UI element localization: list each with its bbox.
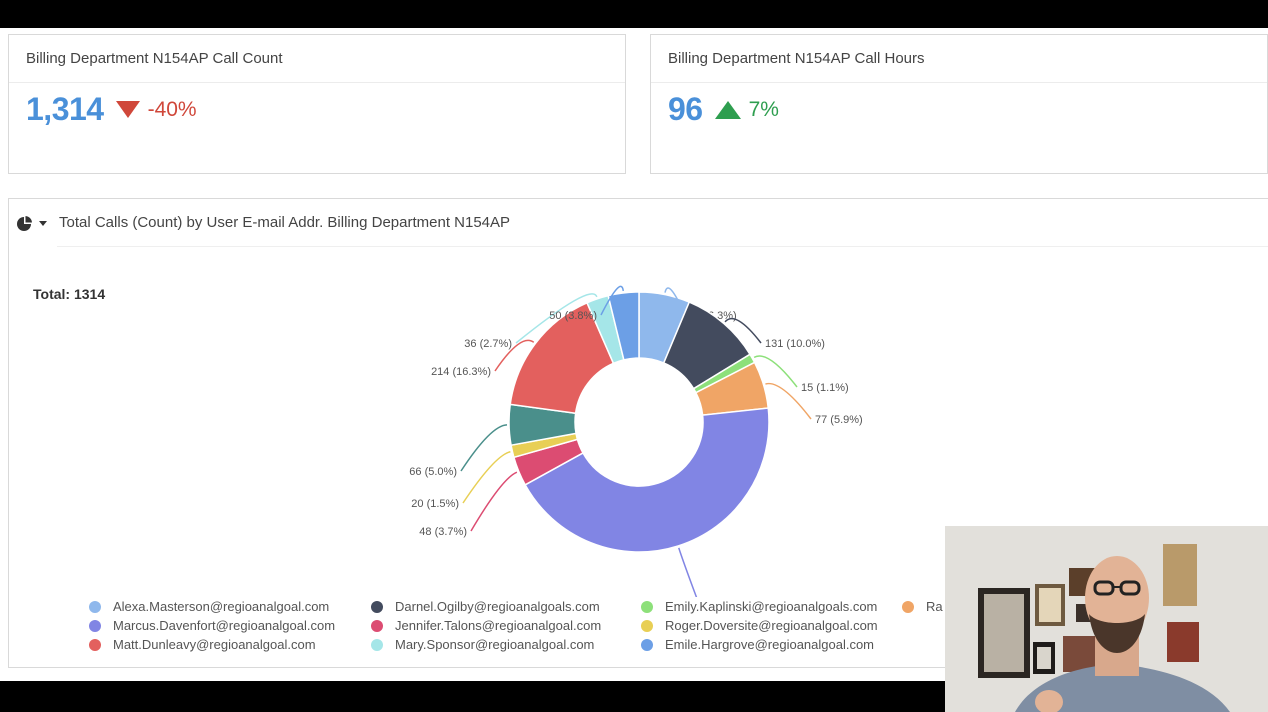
donut-slice[interactable]: [524, 407, 770, 553]
slice-label: 20 (1.5%): [411, 498, 459, 510]
leader-line: [753, 355, 798, 388]
dashboard: Billing Department N154AP Call Count 1,3…: [0, 28, 1268, 681]
legend-label: Matt.Dunleavy@regioanalgoal.com: [113, 637, 316, 652]
kpi-value: 1,314: [26, 91, 104, 127]
legend-item[interactable]: Alexa.Masterson@regioanalgoal.com: [89, 599, 329, 614]
slice-label: 36 (2.7%): [464, 338, 512, 350]
leader-line: [664, 287, 686, 316]
slice-label: 48 (3.7%): [419, 526, 467, 538]
kpi-delta: 7%: [748, 97, 779, 121]
leader-line: [470, 471, 518, 532]
legend-swatch: [902, 600, 914, 613]
legend-item[interactable]: Emile.Hargrove@regioanalgoal.com: [641, 637, 874, 652]
leader-line: [515, 293, 598, 344]
trend-down-icon: [115, 101, 140, 118]
slice-label: 77 (5.9%): [815, 414, 863, 426]
chart-type-selector[interactable]: [15, 213, 49, 233]
kpi-card-call-count[interactable]: Billing Department N154AP Call Count 1,3…: [8, 34, 626, 174]
legend-label: Jennifer.Talons@regioanalgoal.com: [395, 618, 602, 633]
legend-swatch: [89, 600, 101, 613]
presenter-video: [945, 526, 1268, 712]
chart-title: Total Calls (Count) by User E-mail Addr.…: [59, 214, 511, 231]
donut-slice[interactable]: [509, 301, 615, 415]
legend-item[interactable]: Mary.Sponsor@regioanalgoal.com: [371, 637, 594, 652]
leader-line: [460, 424, 508, 472]
slice-label: 66 (5.0%): [409, 466, 457, 478]
legend-label: Darnel.Ogilby@regioanalgoals.com: [395, 599, 600, 614]
slice-label: 50 (3.8%): [549, 310, 597, 322]
kpi-delta: -40%: [147, 97, 197, 121]
kpi-value: 96: [668, 91, 703, 127]
chart-total: Total: 1314: [33, 286, 106, 302]
legend-item[interactable]: Marcus.Davenfort@regioanalgoal.com: [89, 618, 335, 633]
donut-chart: 83 (6.3%)131 (10.0%)15 (1.1%)77 (5.9%)57…: [409, 285, 863, 597]
legend-swatch: [89, 619, 101, 632]
leader-line: [765, 382, 812, 420]
legend-label: Emile.Hargrove@regioanalgoal.com: [665, 637, 875, 652]
slice-label: 214 (16.3%): [431, 366, 491, 378]
legend-label: Alexa.Masterson@regioanalgoal.com: [113, 599, 330, 614]
legend-swatch: [641, 619, 653, 632]
leader-line: [600, 285, 625, 316]
legend-label: Ra: [926, 599, 943, 614]
legend-label: Emily.Kaplinski@regioanalgoals.com: [665, 599, 878, 614]
legend-label: Roger.Doversite@regioanalgoal.com: [665, 618, 878, 633]
kpi-card-title: Billing Department N154AP Call Hours: [651, 35, 1267, 83]
divider: [57, 246, 1268, 247]
legend-swatch: [371, 600, 383, 613]
kpi-card-call-hours[interactable]: Billing Department N154AP Call Hours 96 …: [650, 34, 1268, 174]
legend-item[interactable]: Darnel.Ogilby@regioanalgoals.com: [371, 599, 600, 614]
legend-item[interactable]: Roger.Doversite@regioanalgoal.com: [641, 618, 878, 633]
legend-swatch: [641, 600, 653, 613]
leader-line: [494, 339, 535, 372]
legend-item[interactable]: Emily.Kaplinski@regioanalgoals.com: [641, 599, 877, 614]
legend-item[interactable]: Jennifer.Talons@regioanalgoal.com: [371, 618, 601, 633]
legend-label: Marcus.Davenfort@regioanalgoal.com: [113, 618, 336, 633]
chart-header: Total Calls (Count) by User E-mail Addr.…: [9, 199, 1265, 246]
chart-legend: Alexa.Masterson@regioanalgoal.com Darnel.…: [9, 597, 1268, 657]
leader-line: [678, 547, 698, 597]
slice-label: 15 (1.1%): [801, 382, 849, 394]
leader-line: [462, 450, 511, 504]
legend-swatch: [371, 619, 383, 632]
legend-swatch: [371, 638, 383, 651]
chart-panel: Total Calls (Count) by User E-mail Addr.…: [8, 198, 1268, 668]
webcam-overlay: [945, 526, 1268, 712]
caret-down-icon: [39, 220, 47, 226]
legend-swatch: [641, 638, 653, 651]
legend-swatch: [89, 638, 101, 651]
slice-label: 131 (10.0%): [765, 338, 825, 350]
pie-chart-icon: [17, 215, 32, 231]
kpi-card-title: Billing Department N154AP Call Count: [9, 35, 625, 83]
legend-item[interactable]: Matt.Dunleavy@regioanalgoal.com: [89, 637, 316, 652]
legend-label: Mary.Sponsor@regioanalgoal.com: [395, 637, 595, 652]
legend-item[interactable]: Ra: [902, 599, 943, 614]
trend-up-icon: [714, 100, 741, 119]
leader-line: [724, 317, 762, 344]
donut-slice[interactable]: [607, 291, 640, 361]
